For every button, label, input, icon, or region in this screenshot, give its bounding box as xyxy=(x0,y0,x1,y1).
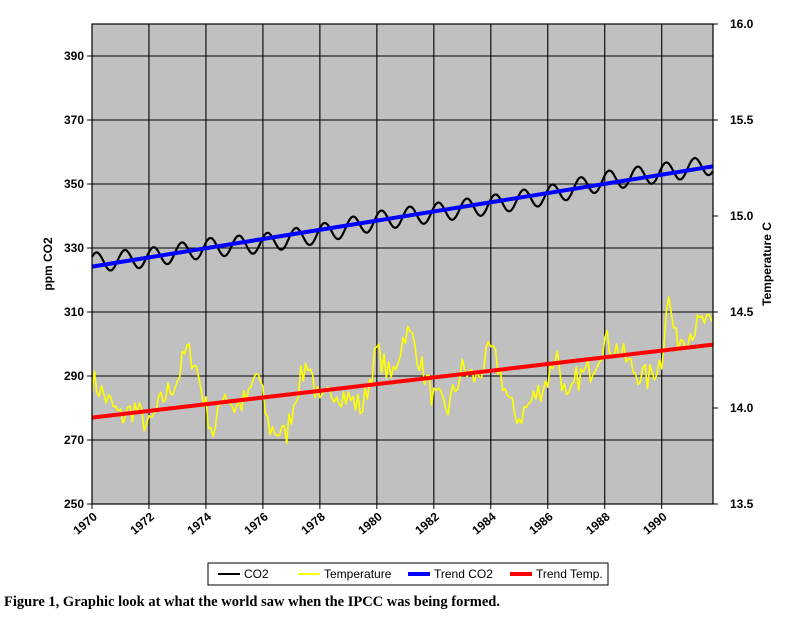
x-tick-label: 1982 xyxy=(412,509,442,537)
x-tick-label: 1986 xyxy=(526,509,556,537)
y2-tick-label: 16.0 xyxy=(730,17,754,31)
legend-label: Temperature xyxy=(324,567,392,581)
y-tick-label: 330 xyxy=(64,241,84,255)
series-line-trend-co2 xyxy=(91,164,714,269)
x-tick-label: 1974 xyxy=(184,509,214,537)
y2-tick-label: 14.0 xyxy=(730,401,754,415)
legend: CO2 Temperature Trend CO2 Trend Temp. xyxy=(218,567,603,581)
y-tick-label: 250 xyxy=(64,497,84,511)
legend-label: Trend CO2 xyxy=(434,567,493,581)
y2-tick-label: 13.5 xyxy=(730,497,754,511)
y2-tick-label: 15.0 xyxy=(730,209,754,223)
y-tick-label: 390 xyxy=(64,49,84,63)
x-tick-label: 1990 xyxy=(640,509,670,537)
y-tick-label: 370 xyxy=(64,113,84,127)
gridlines xyxy=(92,24,713,504)
x-tick-label: 1972 xyxy=(127,509,157,537)
x-tick-label: 1988 xyxy=(583,509,613,537)
y2-axis-title: Temperature C xyxy=(760,222,774,306)
x-tick-label: 1984 xyxy=(469,509,499,537)
legend-label: CO2 xyxy=(244,567,269,581)
x-tick-label: 1980 xyxy=(355,509,385,537)
x-tick-label: 1978 xyxy=(298,509,328,537)
y2-tick-label: 14.5 xyxy=(730,305,754,319)
x-tick-label: 1970 xyxy=(70,509,100,537)
x-tick-label: 1976 xyxy=(241,509,271,537)
plot-area xyxy=(91,23,714,505)
y-axis-title: ppm CO2 xyxy=(41,237,55,291)
series-line-trend-temp xyxy=(91,342,714,420)
figure-caption: Figure 1, Graphic look at what the world… xyxy=(4,594,500,610)
y-tick-label: 310 xyxy=(64,305,84,319)
y-tick-label: 290 xyxy=(64,369,84,383)
plot-frame xyxy=(91,23,714,505)
y-tick-label: 270 xyxy=(64,433,84,447)
series-group xyxy=(91,156,714,445)
legend-label: Trend Temp. xyxy=(536,567,603,581)
y2-tick-label: 15.5 xyxy=(730,113,754,127)
series-line-temperature xyxy=(91,296,713,445)
y-tick-label: 350 xyxy=(64,177,84,191)
